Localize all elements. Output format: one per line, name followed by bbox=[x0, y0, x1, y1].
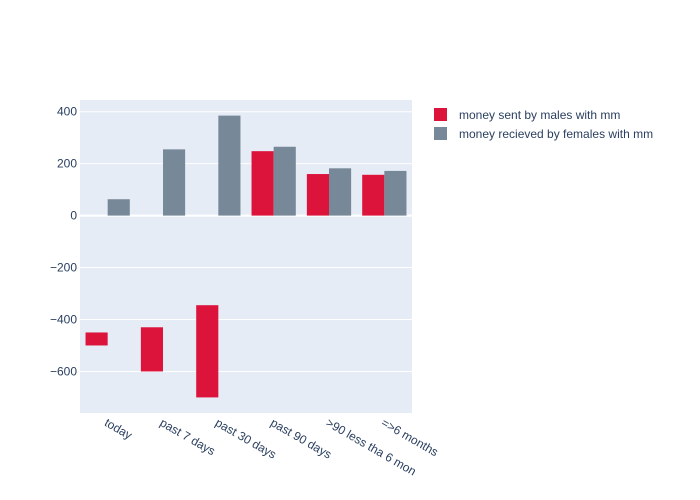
bar[interactable] bbox=[362, 174, 385, 216]
legend-item[interactable]: money recieved by females with mm bbox=[434, 127, 653, 141]
x-tick-label: today bbox=[102, 415, 134, 442]
gridlines bbox=[80, 111, 412, 372]
bar[interactable] bbox=[218, 115, 241, 216]
bar[interactable] bbox=[251, 151, 274, 216]
y-tick-label: −600 bbox=[50, 364, 77, 378]
bars bbox=[85, 115, 407, 398]
legend[interactable]: money sent by males with mm money recieve… bbox=[434, 108, 653, 141]
bar[interactable] bbox=[140, 327, 163, 372]
bar[interactable] bbox=[107, 199, 130, 216]
legend-label: money recieved by females with mm bbox=[459, 127, 653, 141]
bar[interactable] bbox=[306, 174, 329, 216]
bar[interactable] bbox=[329, 168, 352, 216]
x-tick-label: past 90 days bbox=[268, 415, 334, 461]
x-tick-label: past 30 days bbox=[213, 415, 279, 461]
bar[interactable] bbox=[196, 305, 219, 398]
bar[interactable] bbox=[163, 149, 186, 216]
legend-swatch bbox=[434, 108, 447, 121]
y-tick-label: 200 bbox=[57, 157, 77, 171]
x-tick-label: >90 less tha 6 mon bbox=[324, 415, 419, 478]
legend-swatch bbox=[434, 127, 447, 140]
y-tick-label: −400 bbox=[50, 312, 77, 326]
bar[interactable] bbox=[273, 146, 296, 216]
x-tick-label: past 7 days bbox=[158, 415, 218, 458]
y-tick-label: 400 bbox=[57, 105, 77, 119]
bar[interactable] bbox=[384, 170, 407, 216]
plot-area bbox=[80, 100, 412, 413]
y-tick-label: 0 bbox=[70, 209, 77, 223]
y-tick-label: −200 bbox=[50, 261, 77, 275]
bar[interactable] bbox=[85, 332, 108, 346]
y-axis-ticks: 400 200 0 −200 −400 −600 bbox=[50, 105, 77, 379]
legend-item[interactable]: money sent by males with mm bbox=[434, 108, 620, 122]
legend-label: money sent by males with mm bbox=[459, 108, 620, 122]
